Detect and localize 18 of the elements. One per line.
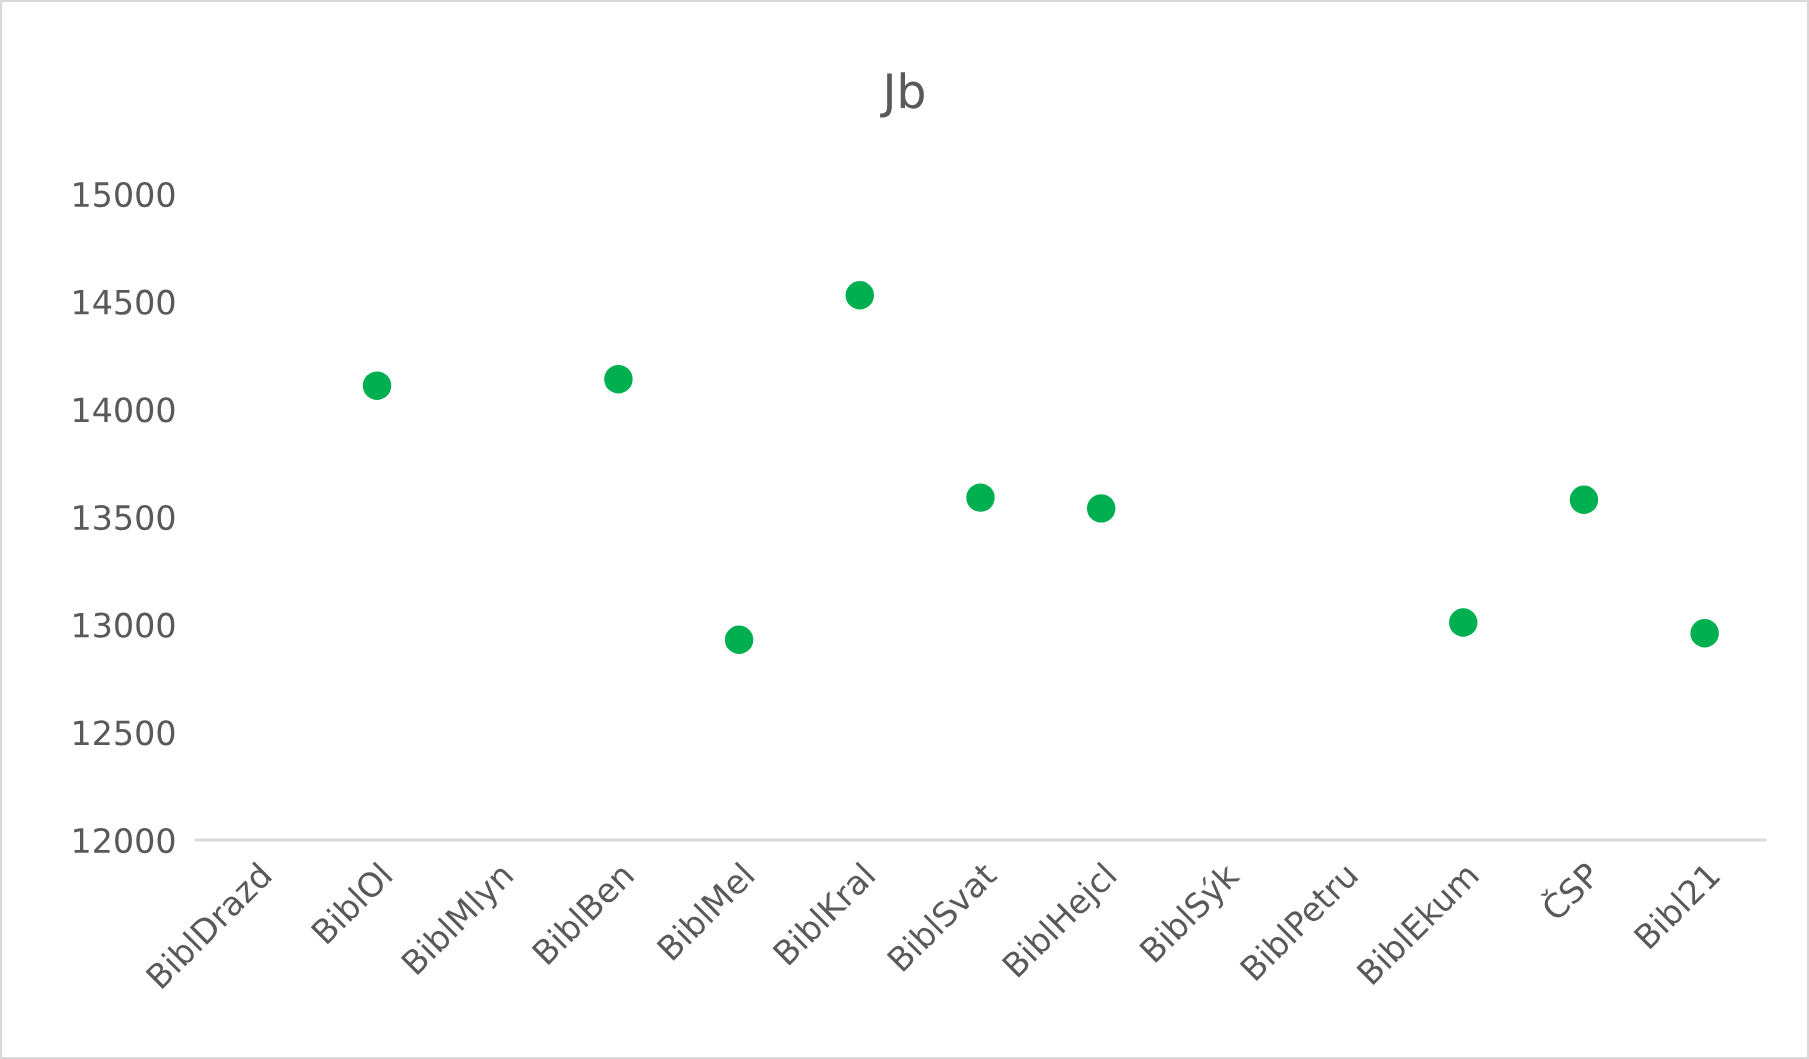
point bbox=[1449, 608, 1478, 637]
y-tick-label: 14000 bbox=[74, 397, 175, 423]
point bbox=[1690, 619, 1719, 648]
point bbox=[362, 371, 392, 400]
x-tick-label: ČSP bbox=[1535, 856, 1602, 922]
y-tick-label: 12000 bbox=[74, 827, 175, 854]
y-tick-label: 15000 bbox=[74, 181, 175, 208]
point bbox=[966, 483, 995, 512]
y-tick-label: 13000 bbox=[74, 612, 175, 638]
point bbox=[1569, 485, 1599, 515]
point bbox=[845, 280, 875, 310]
y-tick-label: 14500 bbox=[74, 289, 175, 315]
chart-title: Jb bbox=[880, 72, 924, 118]
y-tick-label: 12500 bbox=[74, 720, 175, 746]
y-tick-label: 13500 bbox=[74, 504, 175, 531]
point bbox=[1086, 494, 1116, 523]
point bbox=[724, 625, 754, 654]
point bbox=[604, 364, 633, 394]
